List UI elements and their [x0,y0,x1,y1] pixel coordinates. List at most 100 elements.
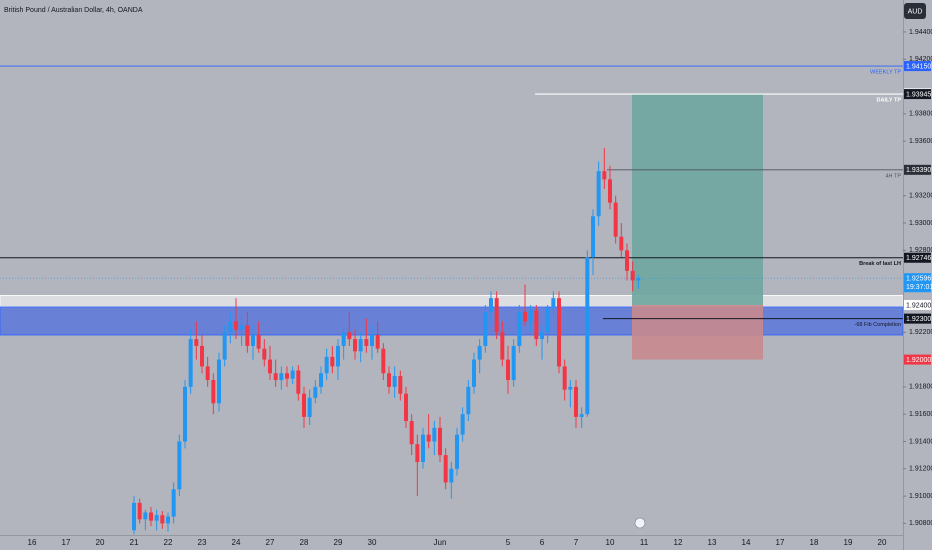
y-tick-label: 1.91800 [909,384,932,391]
y-tick-label: 1.92200 [909,329,932,336]
x-tick-label: 27 [266,538,275,547]
candle-body [336,345,340,367]
candle-body [449,468,454,483]
candle-body [177,441,182,490]
y-tick-label: 1.93200 [909,193,932,200]
candle-body [183,386,187,442]
price-badge-label: 1.92300 [906,316,931,323]
candle-body [268,359,272,374]
candle-body [540,332,544,340]
candle-body [307,397,312,417]
candle-body [256,335,261,349]
x-tick-label: 10 [606,538,615,547]
x-tick-label: 17 [776,538,785,547]
candle-body [409,421,414,445]
chart-title: British Pound / Australian Dollar, 4h, O… [4,7,143,14]
candle-body [421,434,425,462]
y-tick-label: 1.90800 [909,520,932,527]
candle-body [239,325,244,330]
y-tick-label: 1.93600 [909,138,932,145]
candle-body [132,502,136,531]
x-tick-label: 21 [130,538,139,547]
x-tick-label: 29 [334,538,343,547]
candle-body [636,278,641,281]
price-badge [904,252,931,263]
candle-body [398,375,403,394]
candle-body [211,380,216,404]
candle-body [494,298,499,333]
y-tick-label: 1.91400 [909,438,932,445]
candle-body [432,427,437,442]
candle-body [483,311,488,346]
candle-body [319,373,323,387]
candle-body [602,171,607,180]
level-label: Break of last LH [859,261,901,267]
candle-body [358,339,363,352]
candle-body [466,386,471,415]
candle-body [619,236,624,251]
candle-body [506,359,510,381]
x-tick-label: 23 [198,538,207,547]
candle-body [200,345,204,367]
x-tick-label: 7 [574,538,579,547]
x-tick-label: 14 [742,538,751,547]
candle-body [557,298,561,367]
candle-body [472,359,476,387]
x-tick-label: 19 [844,538,853,547]
candle-body [625,250,629,271]
candle-body [392,375,397,387]
x-tick-label: 11 [640,538,649,547]
y-tick-label: 1.93800 [909,111,932,118]
candle-body [381,348,386,374]
candle-body [404,393,408,422]
candle-body [579,414,584,417]
candle-body [460,414,465,435]
candle-body [313,386,318,398]
candle-body [234,321,238,330]
price-badge-label: 1.93945 [906,91,931,98]
x-tick-label: 20 [96,538,105,547]
level-label: -68 Fib Completion [855,322,901,328]
x-tick-label: 12 [674,538,683,547]
candle-body [545,307,550,333]
candle-body [370,335,374,346]
candle-body [245,325,250,346]
candle-body [375,335,380,349]
zone [0,295,904,309]
profit-area [632,94,763,305]
candle-body [285,373,289,379]
price-badge [904,89,931,100]
candle-body [523,311,527,322]
candle-body [426,434,431,442]
candle-body [596,171,601,217]
candle-body [217,359,221,404]
y-tick-label: 1.92800 [909,247,932,254]
candle-body [341,332,346,346]
y-tick-label: 1.91200 [909,466,932,473]
x-tick-label: 28 [300,538,309,547]
zone [0,306,904,336]
price-badge-label: 1.92000 [906,357,931,364]
x-tick-label: 6 [540,538,545,547]
candle-body [262,348,267,360]
candle-body [574,386,578,417]
currency-label[interactable]: AUD [908,8,923,15]
x-tick-label: 16 [28,538,37,547]
x-tick-label: Jun [434,538,447,547]
candle-body [166,516,170,524]
price-badge-label: 1.94150 [906,63,931,70]
price-badge [904,299,931,310]
y-tick-label: 1.94200 [909,56,932,63]
candle-body [511,345,516,381]
candle-body [290,370,295,379]
candle-body [477,345,482,360]
currency-button[interactable] [904,3,926,19]
candle-body [347,332,352,340]
candle-body [517,311,522,346]
candle-body [205,366,210,381]
candle-body [222,332,227,360]
y-tick-label: 1.94400 [909,29,932,36]
candle-body [591,216,595,258]
events-icon[interactable] [634,517,646,529]
price-badge [904,313,931,324]
